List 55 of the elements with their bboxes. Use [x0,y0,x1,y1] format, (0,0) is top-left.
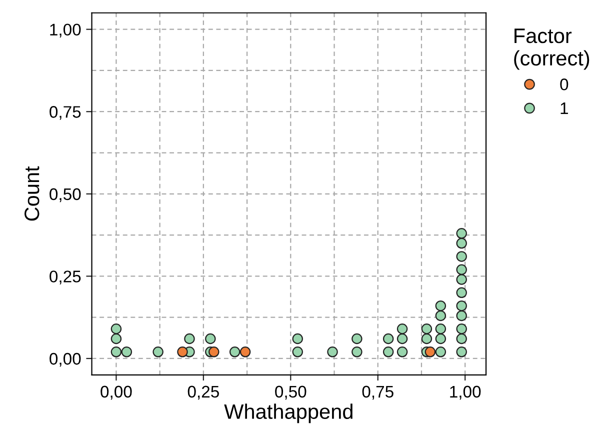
x-tick-label: 0,50 [275,386,306,400]
x-tick-label: 0,00 [100,386,132,400]
point [456,310,467,322]
legend-label: 0 [560,78,568,90]
point [110,324,122,334]
point [456,333,467,344]
point [456,300,467,312]
point [229,346,240,358]
point [152,346,164,358]
point [352,346,362,358]
legend-label: 1 [560,102,568,114]
point [352,333,362,344]
point [456,228,467,239]
point [456,274,467,285]
point [435,324,446,334]
point [110,333,122,344]
point [292,333,303,344]
y-tick-label: 1,00 [50,24,81,38]
x-tick-label: 0,25 [188,386,219,400]
point [396,333,408,344]
y-tick-label: 0,25 [50,270,81,284]
point [382,346,394,358]
y-tick-label: 0,50 [50,188,81,202]
point [110,346,122,358]
point [435,300,446,312]
point [177,346,188,358]
y-tick-label: 0,00 [50,352,81,367]
point [456,324,467,334]
point [456,238,467,249]
point [208,346,220,358]
point [240,346,251,358]
point [424,346,436,358]
point [184,333,195,344]
legend-title: Factor (correct) [514,28,590,70]
point [396,324,408,334]
point [396,346,408,358]
point [327,346,338,358]
point [382,333,394,344]
x-tick-label: 1,00 [450,386,481,400]
point [435,333,446,344]
point [205,333,216,344]
point [121,346,132,358]
point [435,346,446,358]
x-tick-label: 0,75 [362,386,394,400]
point [435,310,446,322]
point [456,346,467,358]
point [456,264,467,275]
point [456,251,467,262]
y-tick-label: 0,75 [50,106,81,120]
y-axis-title: Count [24,166,40,221]
point [421,324,432,334]
point [456,287,467,298]
x-axis-title: Whathappend [224,404,352,424]
point [292,346,303,358]
point [421,333,432,344]
